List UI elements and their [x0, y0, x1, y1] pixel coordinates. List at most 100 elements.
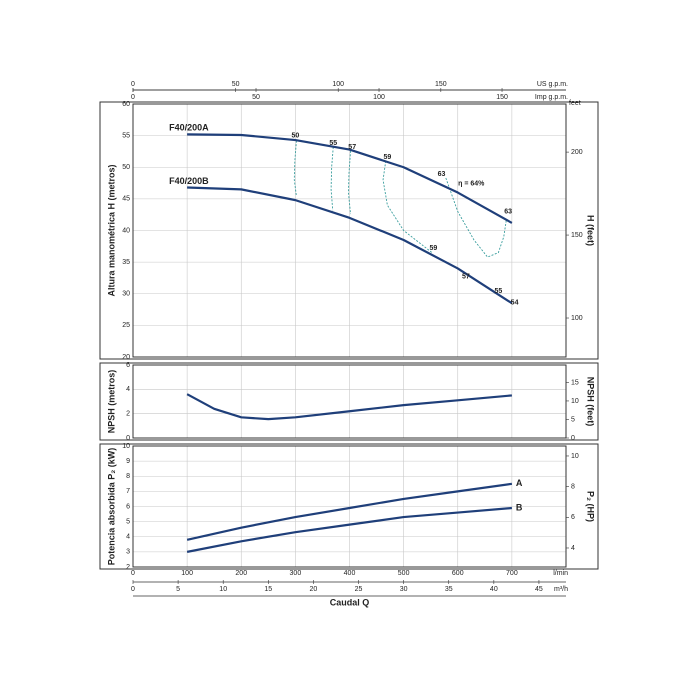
efficiency-label: 59	[383, 154, 391, 161]
tick-label: 40	[490, 586, 498, 593]
curve	[186, 482, 513, 541]
curve-label: A	[516, 478, 523, 488]
tick-label: 150	[435, 81, 447, 88]
tick-label: 50	[232, 81, 240, 88]
y-tick-label: 4	[126, 534, 130, 541]
efficiency-label: 63	[504, 208, 512, 215]
curve	[187, 186, 513, 305]
x-tick-label: 100	[181, 570, 193, 577]
y-tick-label: 40	[122, 227, 130, 234]
y-tick-label: 2	[126, 411, 130, 418]
efficiency-label: η = 64%	[458, 181, 485, 188]
y-axis-label: Altura manométrica H (metros)	[106, 164, 116, 296]
x-unit: l/min	[553, 570, 568, 577]
y-tick-label: 10	[122, 443, 130, 450]
efficiency-curve	[330, 146, 334, 211]
y-tick-label: 6	[126, 362, 130, 369]
tick-label: 10	[219, 586, 227, 593]
y2-tick-label: 0	[571, 435, 575, 442]
efficiency-label: 55	[329, 140, 337, 147]
y-tick-label: 6	[126, 503, 130, 510]
y-tick-label: 9	[126, 458, 130, 465]
y-tick-label: 3	[126, 549, 130, 556]
x-tick-label: 500	[398, 570, 410, 577]
efficiency-label: 57	[462, 274, 470, 281]
efficiency-label: 63	[438, 171, 446, 178]
y2-tick-label: 15	[571, 379, 579, 386]
efficiency-label: 50	[291, 132, 299, 139]
y-tick-label: 25	[122, 322, 130, 329]
efficiency-curve	[347, 150, 352, 215]
efficiency-label: 59	[429, 245, 437, 252]
x-tick-label: 0	[131, 570, 135, 577]
efficiency-curve	[382, 160, 434, 254]
tick-label: 100	[373, 94, 385, 101]
y2-axis-label: NPSH (feet)	[586, 377, 596, 427]
y-tick-label: 30	[122, 291, 130, 298]
axis-unit: m³/h	[554, 586, 568, 593]
tick-label: 45	[535, 586, 543, 593]
curve-label: F40/200B	[169, 176, 209, 186]
curve	[186, 506, 512, 553]
y-tick-label: 8	[126, 473, 130, 480]
y-tick-label: 20	[122, 354, 130, 361]
tick-label: 50	[252, 94, 260, 101]
plot-frame	[132, 103, 567, 358]
curve-label: B	[516, 502, 523, 512]
x-tick-label: 400	[344, 570, 356, 577]
y-tick-label: 50	[122, 164, 130, 171]
y-tick-label: 0	[126, 435, 130, 442]
y2-tick-label: 10	[571, 398, 579, 405]
y2-tick-label: 8	[571, 483, 575, 490]
tick-label: 15	[264, 586, 272, 593]
plot-frame	[132, 364, 567, 439]
x-tick-label: 300	[290, 570, 302, 577]
y-tick-label: 4	[126, 386, 130, 393]
tick-label: 25	[355, 586, 363, 593]
panel-frame	[99, 362, 599, 441]
y-tick-label: 2	[126, 564, 130, 571]
y-axis-label: NPSH (metros)	[106, 370, 116, 434]
tick-label: 150	[496, 94, 508, 101]
y2-tick-label: 6	[571, 514, 575, 521]
tick-label: 30	[400, 586, 408, 593]
x-tick-label: 200	[235, 570, 247, 577]
curve	[187, 133, 513, 224]
y-tick-label: 7	[126, 488, 130, 495]
x-tick-label: 700	[506, 570, 518, 577]
tick-label: 100	[332, 81, 344, 88]
y2-tick-label: 150	[571, 232, 583, 239]
tick-label: 20	[310, 586, 318, 593]
x-axis-label: Caudal Q	[330, 597, 370, 607]
efficiency-curve	[445, 177, 507, 258]
axis-unit: Imp g.p.m.	[535, 94, 568, 101]
y-tick-label: 60	[122, 101, 130, 108]
y2-axis-label: P₂ (HP)	[586, 491, 596, 522]
y2-tick-label: 100	[571, 315, 583, 322]
tick-label: 35	[445, 586, 453, 593]
efficiency-label: 55	[494, 288, 502, 295]
y-tick-label: 35	[122, 259, 130, 266]
tick-label: 0	[131, 94, 135, 101]
efficiency-label: 54	[511, 299, 519, 306]
y-axis-label: Potencia absorbida P₂ (kW)	[106, 448, 116, 566]
curve	[186, 393, 512, 421]
y2-tick-label: 4	[571, 545, 575, 552]
y2-tick-label: 5	[571, 416, 575, 423]
panel-frame	[99, 443, 599, 570]
tick-label: 0	[131, 586, 135, 593]
panel-frame	[99, 101, 599, 360]
tick-label: 5	[176, 586, 180, 593]
efficiency-curve	[293, 140, 297, 197]
efficiency-label: 57	[348, 144, 356, 151]
y2-tick-label: 200	[571, 149, 583, 156]
y2-unit: feet	[569, 100, 581, 107]
y2-tick-label: 10	[571, 453, 579, 460]
y2-axis-label: H (feet)	[586, 215, 596, 246]
plot-frame	[132, 445, 567, 568]
axis-unit: US g.p.m.	[537, 81, 568, 88]
x-tick-label: 600	[452, 570, 464, 577]
y-tick-label: 5	[126, 518, 130, 525]
y-tick-label: 45	[122, 196, 130, 203]
